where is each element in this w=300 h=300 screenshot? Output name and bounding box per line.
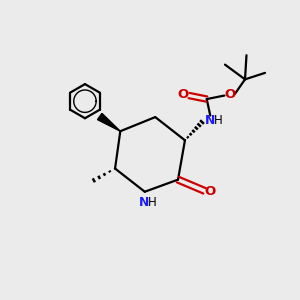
Text: H: H	[147, 196, 156, 209]
Text: O: O	[225, 88, 236, 101]
Text: N: N	[205, 114, 215, 128]
Polygon shape	[98, 113, 120, 131]
Text: N: N	[139, 196, 149, 209]
Text: O: O	[177, 88, 188, 101]
Text: O: O	[205, 185, 216, 198]
Text: H: H	[214, 114, 223, 128]
